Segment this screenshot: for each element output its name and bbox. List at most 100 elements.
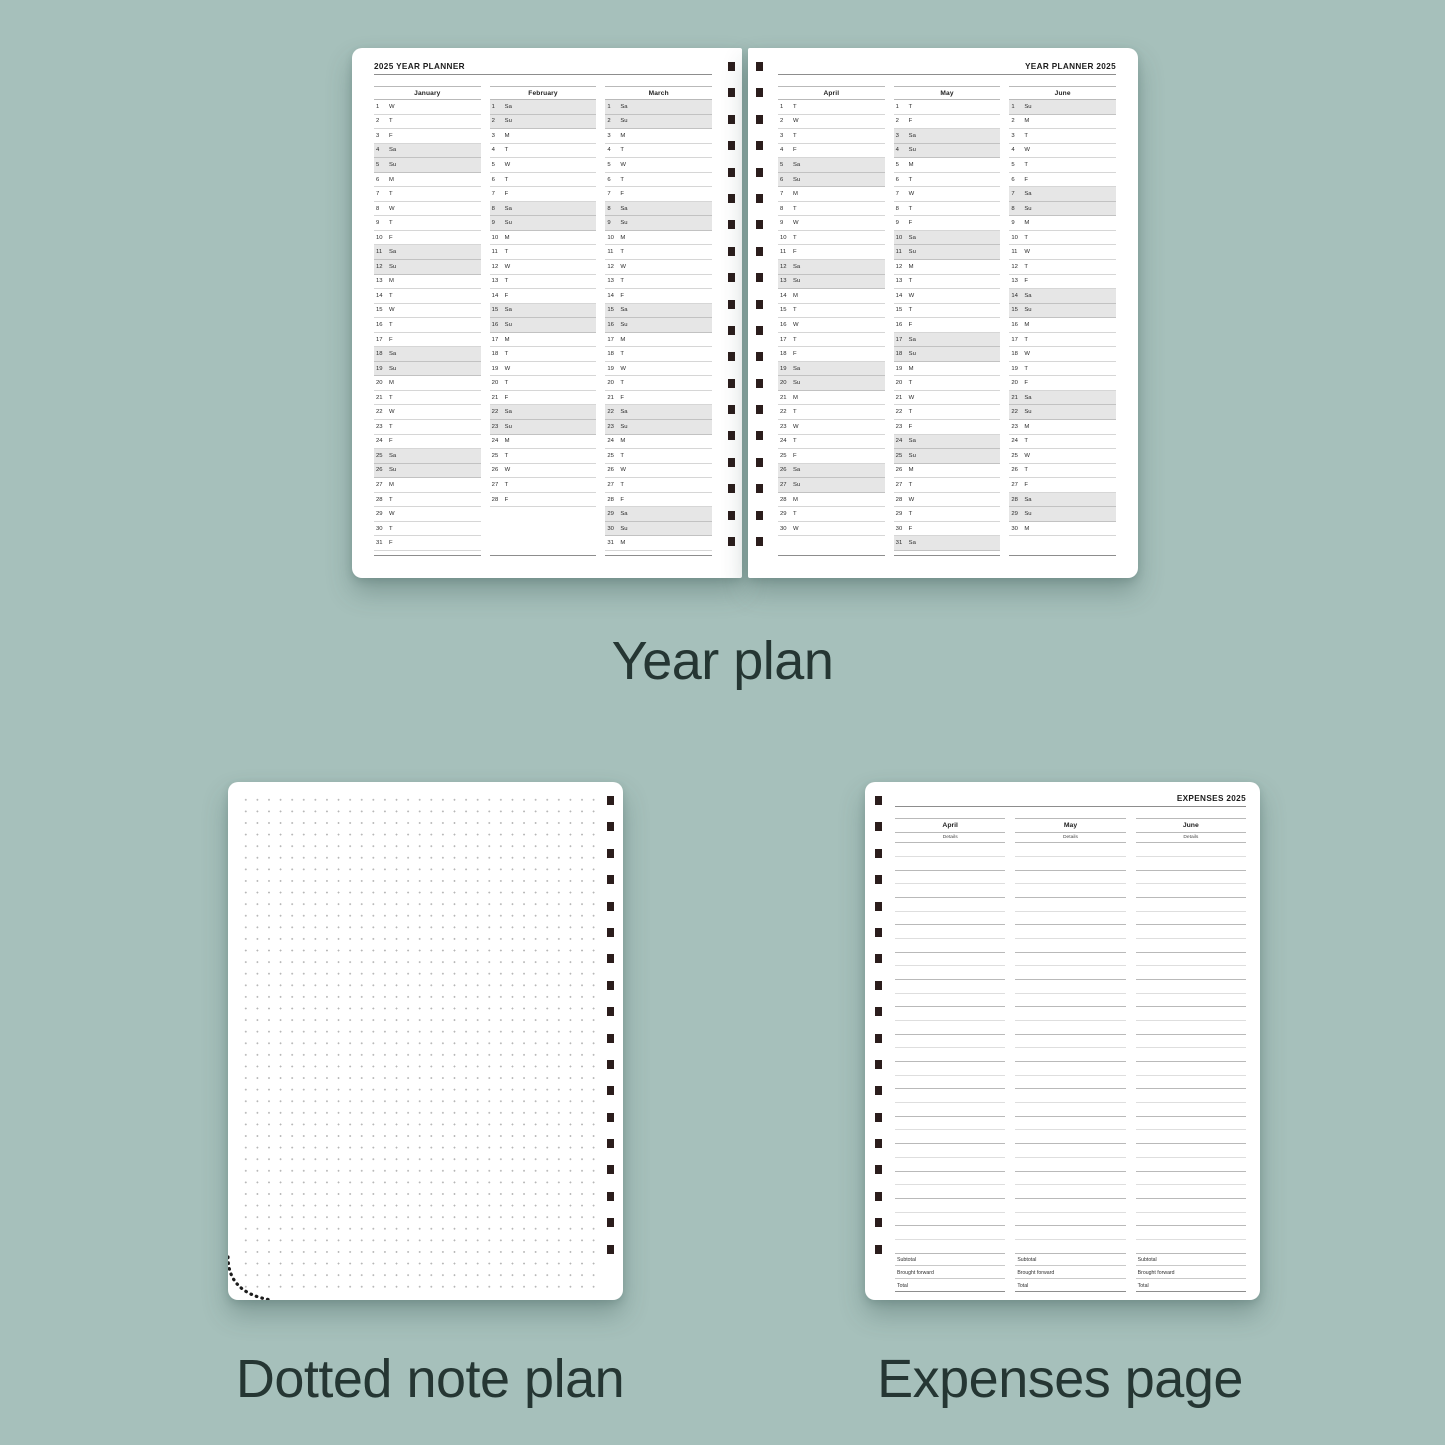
day-row[interactable]: 19 M (893, 362, 1001, 377)
day-row[interactable]: 16 Su (489, 318, 597, 333)
expenses-entry-line[interactable] (1135, 857, 1246, 871)
expenses-entry-line[interactable] (1135, 980, 1246, 994)
day-row[interactable]: 13 T (489, 275, 597, 290)
day-row[interactable]: 17 T (778, 333, 885, 348)
expenses-entry-line[interactable] (895, 1185, 1006, 1199)
expenses-entry-line[interactable] (1135, 1089, 1246, 1104)
day-row[interactable]: 26 M (893, 464, 1001, 479)
day-row[interactable]: 24 M (489, 435, 597, 450)
expenses-entry-line[interactable] (1135, 1158, 1246, 1172)
expenses-entry-line[interactable] (1015, 1021, 1126, 1035)
expenses-entry-line[interactable] (895, 1172, 1006, 1186)
day-row[interactable]: 25 W (1009, 449, 1117, 464)
day-row[interactable]: 6 Su (778, 172, 885, 188)
expenses-entry-line[interactable] (895, 925, 1006, 940)
day-row[interactable]: 31 F (374, 536, 481, 551)
expenses-entry-line[interactable] (895, 912, 1006, 926)
expenses-entry-line[interactable] (1015, 1226, 1126, 1240)
expenses-entry-line[interactable] (1015, 871, 1126, 885)
day-row[interactable]: 25 F (778, 449, 885, 464)
day-row[interactable]: 18 F (778, 347, 885, 362)
year-planner-left-page[interactable]: 2025 YEAR PLANNER January 1 W 2 T 3 F 4 Sa 5 Su 6 M 7… (352, 48, 742, 578)
day-row[interactable]: 9 Su (605, 216, 713, 231)
day-row[interactable]: 19 Sa (778, 361, 885, 377)
expenses-entry-line[interactable] (1015, 884, 1126, 899)
expenses-entry-line[interactable] (1135, 898, 1246, 912)
day-row[interactable]: 10 F (374, 231, 481, 246)
day-row[interactable]: 16 F (893, 318, 1001, 333)
expenses-entry-line[interactable] (1015, 925, 1126, 940)
expenses-entry-line[interactable] (1135, 1130, 1246, 1145)
day-row[interactable]: 23 Su (489, 420, 597, 435)
expenses-entry-line[interactable] (1135, 1007, 1246, 1022)
day-row[interactable]: 13 F (1009, 275, 1117, 290)
expenses-entry-line[interactable] (1135, 966, 1246, 981)
day-row[interactable]: 17 M (605, 333, 713, 348)
day-row[interactable]: 19 Su (374, 361, 481, 377)
expenses-entry-line[interactable] (1135, 1062, 1246, 1076)
expenses-entry-line[interactable] (1015, 1144, 1126, 1158)
expenses-footer-row[interactable]: Brought forward (1015, 1266, 1126, 1280)
expenses-entry-line[interactable] (1015, 1103, 1126, 1117)
expenses-entry-line[interactable] (1015, 843, 1126, 858)
expenses-entry-line[interactable] (1015, 966, 1126, 981)
day-row[interactable]: 14 F (605, 289, 713, 304)
day-row[interactable]: 30 W (778, 522, 885, 537)
day-row[interactable]: 15 T (893, 304, 1001, 319)
expenses-entry-line[interactable] (1135, 1021, 1246, 1035)
day-row[interactable]: 27 T (605, 478, 713, 493)
day-row[interactable]: 8 Su (1009, 201, 1117, 217)
day-row[interactable]: 21 M (778, 391, 885, 406)
expenses-entry-line[interactable] (1015, 857, 1126, 871)
day-row[interactable]: 8 Sa (489, 201, 597, 217)
expenses-entry-line[interactable] (1015, 939, 1126, 953)
day-row[interactable]: 28 F (489, 493, 597, 508)
day-row[interactable]: 4 Sa (374, 143, 481, 159)
day-row[interactable]: 20 T (893, 376, 1001, 391)
day-row[interactable]: 23 T (374, 420, 481, 435)
day-row[interactable]: 16 Su (605, 318, 713, 333)
expenses-footer-row[interactable]: Total (895, 1279, 1006, 1292)
expenses-entry-line[interactable] (1135, 1144, 1246, 1158)
day-row[interactable]: 21 F (489, 391, 597, 406)
day-row[interactable]: 14 Sa (1009, 289, 1117, 304)
day-row[interactable]: 26 Sa (778, 463, 885, 479)
day-row[interactable]: 17 Sa (893, 332, 1001, 348)
expenses-entry-line[interactable] (1135, 884, 1246, 899)
day-row[interactable]: 12 W (605, 260, 713, 275)
expenses-entry-line[interactable] (1135, 871, 1246, 885)
day-row[interactable]: 9 Su (489, 216, 597, 231)
day-row[interactable]: 18 Su (893, 347, 1001, 362)
day-row[interactable]: 28 F (605, 493, 713, 508)
expenses-entry-line[interactable] (895, 980, 1006, 994)
expenses-entry-line[interactable] (895, 843, 1006, 858)
expenses-entry-line[interactable] (895, 1035, 1006, 1049)
expenses-entry-line[interactable] (895, 953, 1006, 967)
day-row[interactable]: 3 Sa (893, 129, 1001, 144)
expenses-entry-line[interactable] (1015, 1076, 1126, 1090)
day-row[interactable]: 13 T (605, 275, 713, 290)
expenses-entry-line[interactable] (1015, 953, 1126, 967)
day-row[interactable]: 17 T (1009, 333, 1117, 348)
day-row[interactable]: 20 T (605, 376, 713, 391)
day-row[interactable]: 2 Su (489, 114, 597, 130)
day-row[interactable]: 25 Su (893, 449, 1001, 464)
day-row[interactable]: 26 T (1009, 464, 1117, 479)
day-row[interactable]: 20 M (374, 376, 481, 391)
expenses-entry-line[interactable] (1015, 1062, 1126, 1076)
